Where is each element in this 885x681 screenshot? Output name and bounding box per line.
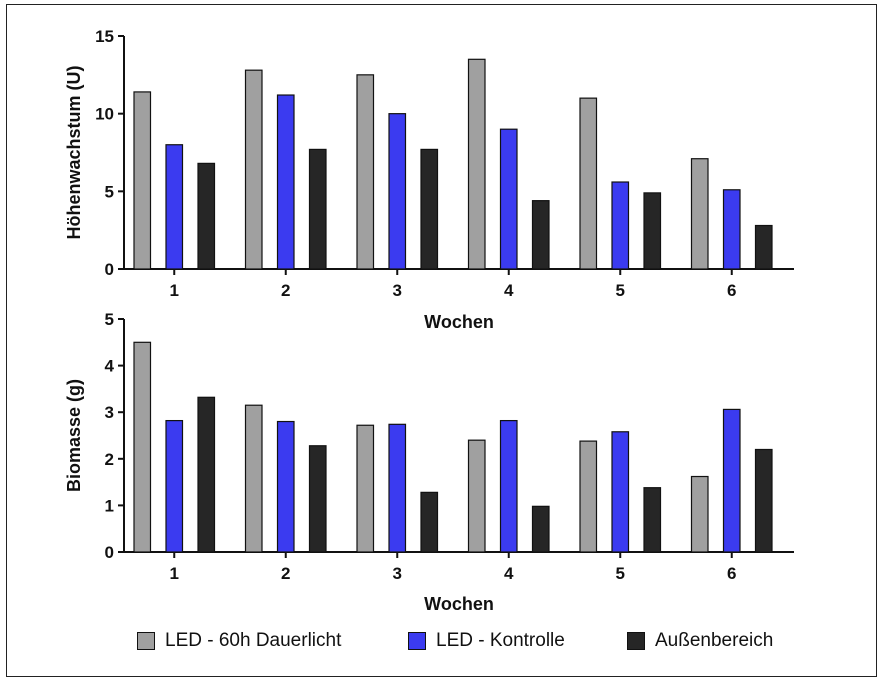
y-tick-label: 5: [105, 310, 114, 329]
bar: [308, 445, 327, 553]
bar: [276, 94, 295, 270]
legend-label-kontrolle: LED - Kontrolle: [436, 630, 565, 651]
bar: [388, 113, 407, 270]
bar: [388, 423, 407, 553]
x-tick-label: 1: [170, 564, 179, 583]
bar: [197, 396, 216, 553]
bar: [308, 148, 327, 270]
y-axis-title: Höhenwachstum (U): [64, 65, 84, 239]
figure-frame: [6, 4, 877, 677]
y-tick-label: 2: [105, 450, 114, 469]
y-axis-title: Biomasse (g): [64, 379, 84, 492]
bar: [356, 74, 375, 270]
x-tick-label: 6: [727, 564, 736, 583]
x-tick-label: 3: [393, 564, 402, 583]
x-tick-label: 3: [393, 281, 402, 300]
y-tick-label: 10: [95, 105, 114, 124]
bar: [643, 192, 662, 270]
x-axis-title: Wochen: [424, 312, 494, 332]
bar: [420, 148, 439, 270]
y-tick-label: 15: [95, 27, 114, 46]
bar: [467, 439, 486, 553]
bar: [531, 200, 550, 270]
bar: [611, 431, 630, 553]
bar: [643, 487, 662, 553]
bar: [133, 341, 152, 553]
x-tick-label: 2: [281, 281, 290, 300]
x-tick-label: 5: [616, 564, 625, 583]
bar: [754, 448, 773, 553]
bar: [276, 420, 295, 553]
bar: [420, 491, 439, 553]
legend-item-dauerlicht: LED - 60h Dauerlicht: [137, 630, 341, 652]
bar: [579, 440, 598, 553]
bar: [499, 128, 518, 270]
x-axis-title: Wochen: [424, 594, 494, 614]
bar: [356, 424, 375, 553]
y-tick-label: 0: [105, 543, 114, 562]
legend-item-aussenbereich: Außenbereich: [627, 630, 773, 652]
bar: [244, 404, 263, 553]
bar: [244, 69, 263, 270]
legend-label-aussenbereich: Außenbereich: [655, 630, 774, 651]
x-tick-label: 2: [281, 564, 290, 583]
x-tick-label: 1: [170, 281, 179, 300]
bar: [611, 181, 630, 270]
legend-item-kontrolle: LED - Kontrolle: [408, 630, 565, 652]
legend-swatch-dauerlicht: [137, 632, 155, 650]
y-tick-label: 1: [105, 496, 114, 515]
bar: [133, 91, 152, 270]
bar: [165, 419, 184, 553]
bar: [531, 505, 550, 553]
bar: [579, 97, 598, 270]
x-tick-label: 4: [504, 281, 514, 300]
y-tick-label: 4: [105, 357, 115, 376]
bar: [722, 408, 741, 553]
legend-label-dauerlicht: LED - 60h Dauerlicht: [165, 630, 342, 651]
bar: [467, 58, 486, 270]
bar: [754, 224, 773, 270]
y-tick-label: 5: [105, 182, 114, 201]
x-tick-label: 6: [727, 281, 736, 300]
x-tick-label: 5: [616, 281, 625, 300]
bar: [165, 144, 184, 270]
legend: LED - 60h Dauerlicht LED - Kontrolle Auß…: [0, 630, 885, 660]
bar: [722, 189, 741, 270]
bar: [197, 162, 216, 270]
y-tick-label: 3: [105, 403, 114, 422]
legend-swatch-kontrolle: [408, 632, 426, 650]
y-tick-label: 0: [105, 260, 114, 279]
bar: [690, 475, 709, 553]
bar: [499, 419, 518, 553]
bar: [690, 158, 709, 270]
legend-swatch-aussenbereich: [627, 632, 645, 650]
x-tick-label: 4: [504, 564, 514, 583]
